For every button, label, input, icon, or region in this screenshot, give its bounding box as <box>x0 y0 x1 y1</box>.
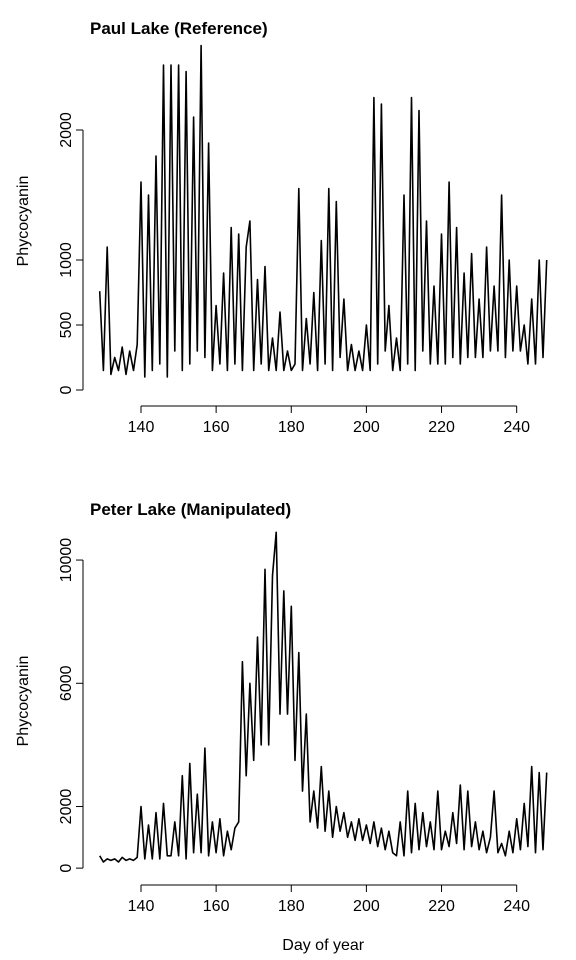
x-tick-label: 240 <box>503 419 530 436</box>
y-axis-label: Phycocyanin <box>15 176 32 267</box>
x-axis-label: Day of year <box>282 937 364 954</box>
y-tick-label: 1000 <box>58 242 75 278</box>
y-tick-label: 0 <box>58 864 75 873</box>
chart-title: Peter Lake (Manipulated) <box>90 500 291 519</box>
x-tick-label: 180 <box>278 419 305 436</box>
x-tick-label: 140 <box>128 898 155 915</box>
x-tick-label: 180 <box>278 898 305 915</box>
data-line <box>98 44 548 378</box>
data-line <box>99 531 548 863</box>
x-tick-label: 140 <box>128 419 155 436</box>
x-tick-label: 220 <box>428 419 455 436</box>
x-tick-label: 200 <box>353 898 380 915</box>
y-tick-label: 2000 <box>58 789 75 825</box>
y-tick-label: 0 <box>58 385 75 394</box>
x-tick-label: 160 <box>203 419 230 436</box>
y-axis-label: Phycocyanin <box>15 656 32 747</box>
y-tick-label: 10000 <box>58 538 75 583</box>
chart-title: Paul Lake (Reference) <box>90 19 268 38</box>
x-tick-label: 200 <box>353 419 380 436</box>
x-tick-label: 240 <box>503 898 530 915</box>
x-tick-label: 220 <box>428 898 455 915</box>
y-tick-label: 500 <box>58 312 75 339</box>
y-tick-label: 2000 <box>58 112 75 148</box>
x-tick-label: 160 <box>203 898 230 915</box>
y-tick-label: 6000 <box>58 665 75 701</box>
